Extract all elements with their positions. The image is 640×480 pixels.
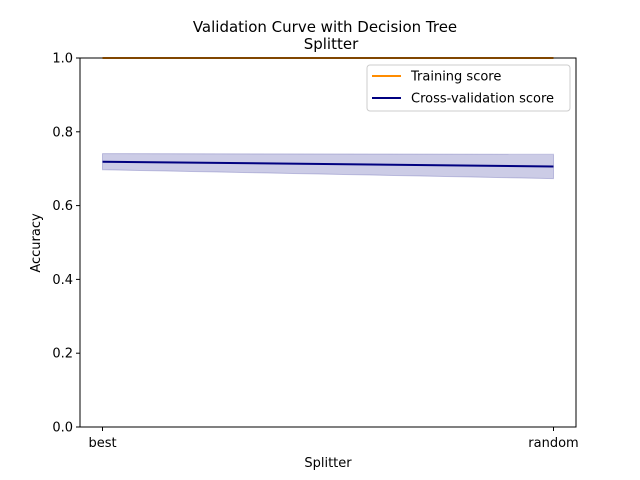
- y-tick-label-2: 0.4: [52, 273, 73, 288]
- y-tick-label-4: 0.8: [52, 125, 73, 140]
- legend-label-0: Training score: [410, 70, 501, 85]
- y-tick-label-5: 1.0: [52, 52, 73, 67]
- legend-box: [366, 64, 571, 112]
- x-axis-label: Splitter: [304, 456, 352, 471]
- plot-frame: [79, 57, 577, 428]
- y-tick-label-1: 0.2: [52, 347, 73, 362]
- chart-title: Validation Curve with Decision Tree: [193, 18, 457, 36]
- series-band-1: [102, 153, 554, 180]
- chart-subtitle: Splitter: [304, 35, 359, 53]
- x-tick-label-0: best: [88, 436, 116, 451]
- legend-label-1: Cross-validation score: [411, 92, 554, 107]
- series-line-1: [102, 160, 554, 168]
- x-tick-label-1: random: [528, 436, 578, 451]
- y-tick-label-0: 0.0: [52, 421, 73, 436]
- y-tick-label-3: 0.6: [52, 199, 73, 214]
- legend: Training score Cross-validation score: [366, 64, 571, 112]
- y-axis-label: Accuracy: [29, 213, 44, 273]
